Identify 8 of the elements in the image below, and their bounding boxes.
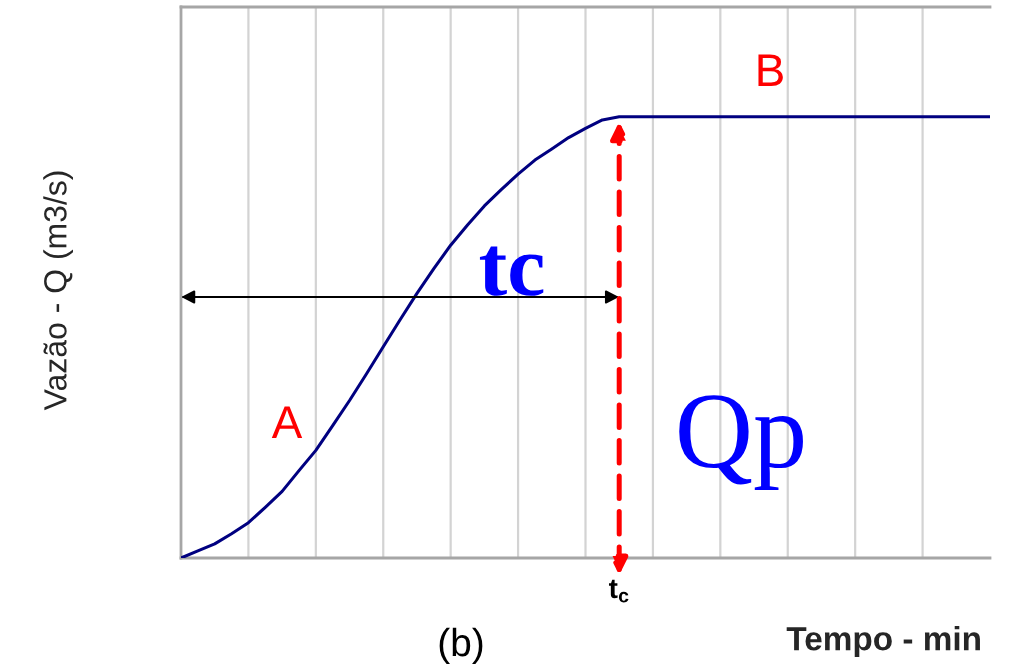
x-axis-title: Tempo - min <box>786 626 980 658</box>
annotation: A <box>271 406 303 438</box>
text: (b) <box>439 627 483 665</box>
annotation: Qp <box>679 395 803 491</box>
text: t$_{c}$ <box>608 579 629 603</box>
text: B <box>758 54 783 86</box>
annotation: tc <box>479 246 544 296</box>
y-axis-title: Vazão - Q (m3/s) <box>43 171 73 411</box>
